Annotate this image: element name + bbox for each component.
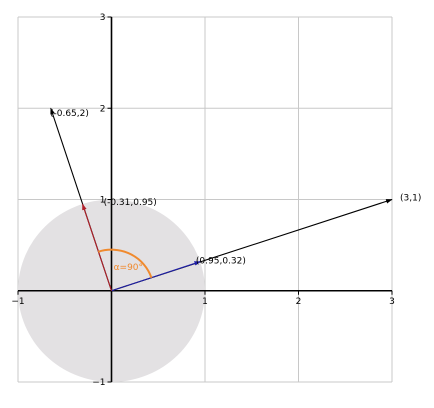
y-tick-label: 1 bbox=[100, 196, 106, 206]
y-tick-label: −1 bbox=[92, 378, 105, 388]
point-label: (0.95,0.32) bbox=[196, 257, 246, 267]
x-tick-label: −1 bbox=[11, 297, 24, 307]
point-label: (3,1) bbox=[400, 194, 421, 204]
angle-marker: α=90° bbox=[97, 248, 153, 279]
y-tick-label: 2 bbox=[100, 104, 106, 114]
point-label: (-0.31,0.95) bbox=[104, 198, 157, 208]
vectors bbox=[50, 107, 393, 292]
x-tick-label: 1 bbox=[202, 297, 208, 307]
tick-labels: −1 1 2 3 −1 1 2 3 bbox=[11, 13, 395, 388]
point-label: (-0.65,2) bbox=[50, 109, 89, 119]
angle-label: α=90° bbox=[114, 263, 143, 273]
vector-095-032 bbox=[111, 261, 201, 292]
x-tick-label: 2 bbox=[296, 297, 302, 307]
x-tick-label: 3 bbox=[389, 297, 395, 307]
point-labels: (3,1) (-0.65,2) (0.95,0.32) (-0.31,0.95) bbox=[50, 109, 421, 267]
vector-neg031-095 bbox=[81, 203, 113, 291]
angle-arc bbox=[97, 248, 153, 279]
y-tick-label: 3 bbox=[100, 13, 106, 23]
